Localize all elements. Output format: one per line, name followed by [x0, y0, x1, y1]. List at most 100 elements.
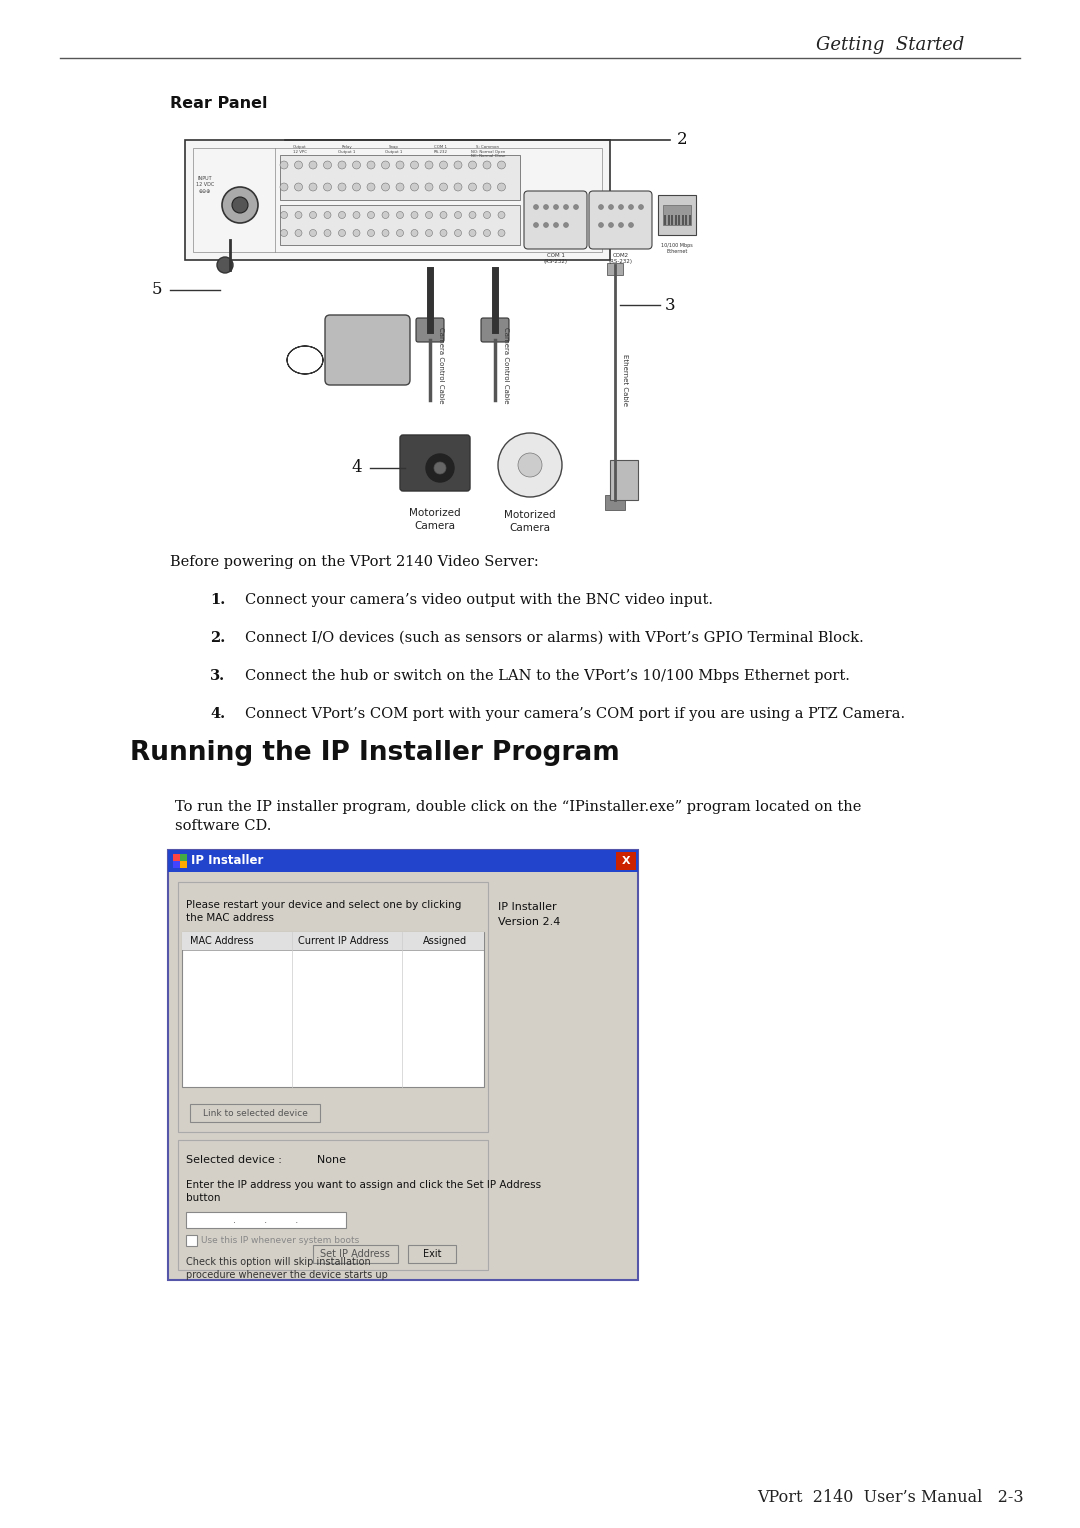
Bar [658, 196, 696, 235]
Text: Connect your camera’s video output with the BNC video input.: Connect your camera’s video output with … [245, 593, 713, 607]
Circle shape [518, 452, 542, 477]
Bar [280, 154, 519, 200]
Text: 5: 5 [151, 281, 162, 298]
Text: 3.: 3. [210, 669, 225, 683]
Bar [663, 205, 691, 225]
Circle shape [483, 160, 491, 170]
FancyBboxPatch shape [416, 318, 444, 342]
Bar [607, 263, 623, 275]
Circle shape [281, 211, 287, 219]
Circle shape [455, 229, 461, 237]
Text: 4: 4 [351, 460, 362, 477]
Circle shape [564, 205, 568, 209]
Circle shape [564, 223, 568, 228]
Circle shape [295, 160, 302, 170]
Bar [183, 932, 484, 950]
Bar [605, 495, 625, 510]
FancyBboxPatch shape [400, 435, 470, 490]
Circle shape [454, 183, 462, 191]
Bar [186, 1212, 346, 1229]
Circle shape [543, 223, 549, 228]
Circle shape [310, 211, 316, 219]
Text: COM2
(RS-232): COM2 (RS-232) [608, 254, 633, 264]
Text: Camera Control Cable: Camera Control Cable [438, 327, 444, 403]
Bar [180, 854, 187, 860]
Text: 3: 3 [665, 296, 676, 313]
Circle shape [295, 229, 302, 237]
Text: INPUT
12 VDC
⊕⊖⊕: INPUT 12 VDC ⊕⊖⊕ [195, 176, 214, 194]
Circle shape [281, 229, 287, 237]
Bar [193, 148, 602, 252]
Text: Set IP Address: Set IP Address [320, 1248, 390, 1259]
Circle shape [410, 183, 419, 191]
Text: Enter the IP address you want to assign and click the Set IP Address
button: Enter the IP address you want to assign … [186, 1180, 541, 1203]
Circle shape [367, 160, 375, 170]
Text: Exit: Exit [422, 1248, 442, 1259]
Circle shape [381, 160, 390, 170]
Circle shape [629, 223, 634, 228]
Circle shape [280, 183, 288, 191]
Circle shape [367, 183, 375, 191]
Text: X: X [622, 856, 631, 866]
Text: Snap
Output 1: Snap Output 1 [386, 145, 403, 154]
Circle shape [440, 160, 447, 170]
Text: Connect I/O devices (such as sensors or alarms) with VPort’s GPIO Terminal Block: Connect I/O devices (such as sensors or … [245, 631, 864, 645]
Circle shape [338, 160, 346, 170]
Circle shape [426, 211, 432, 219]
Circle shape [498, 432, 562, 497]
Text: S: Common
NO: Normal Open
NC: Normal Close: S: Common NO: Normal Open NC: Normal Clo… [471, 145, 505, 159]
Circle shape [484, 229, 490, 237]
Text: Output
12 VPC: Output 12 VPC [293, 145, 307, 154]
Text: IP Installer: IP Installer [191, 854, 264, 868]
Bar [313, 1245, 399, 1264]
FancyBboxPatch shape [524, 191, 588, 249]
Text: Use this IP whenever system boots: Use this IP whenever system boots [201, 1236, 360, 1245]
Circle shape [434, 461, 446, 474]
Circle shape [454, 160, 462, 170]
Text: COM 1
(RS-232): COM 1 (RS-232) [543, 254, 567, 264]
Bar [183, 932, 484, 1086]
Text: .         .         .: . . . [233, 1215, 299, 1225]
Text: Before powering on the VPort 2140 Video Server:: Before powering on the VPort 2140 Video … [170, 555, 539, 568]
Text: Running the IP Installer Program: Running the IP Installer Program [130, 740, 620, 766]
Text: 10/100 Mbps
Ethernet: 10/100 Mbps Ethernet [661, 243, 693, 254]
Text: 2.: 2. [210, 631, 226, 645]
Text: 2: 2 [677, 131, 688, 148]
Text: COM 1
RS-232: COM 1 RS-232 [434, 145, 448, 154]
Circle shape [426, 454, 454, 481]
Bar [664, 215, 666, 225]
Text: Current IP Address: Current IP Address [298, 937, 389, 946]
Bar [689, 215, 690, 225]
Bar [168, 850, 638, 1280]
Circle shape [484, 211, 490, 219]
Circle shape [498, 183, 505, 191]
Bar [178, 1140, 488, 1270]
Text: Connect VPort’s COM port with your camera’s COM port if you are using a PTZ Came: Connect VPort’s COM port with your camer… [245, 707, 905, 721]
Text: Getting  Started: Getting Started [815, 37, 964, 53]
Circle shape [324, 211, 330, 219]
Circle shape [396, 211, 404, 219]
Circle shape [410, 160, 419, 170]
Text: Link to selected device: Link to selected device [203, 1108, 308, 1117]
Circle shape [324, 229, 330, 237]
Text: Check this option will skip installation
procedure whenever the device starts up: Check this option will skip installation… [186, 1258, 388, 1280]
Circle shape [455, 211, 461, 219]
Text: MAC Address: MAC Address [190, 937, 254, 946]
Text: 1.: 1. [210, 593, 226, 607]
Bar [190, 1105, 320, 1122]
Text: VPort  2140  User’s Manual   2-3: VPort 2140 User’s Manual 2-3 [757, 1490, 1024, 1507]
Circle shape [309, 183, 318, 191]
Circle shape [353, 229, 360, 237]
Bar [681, 215, 684, 225]
Circle shape [469, 229, 476, 237]
Text: Motorized
Camera: Motorized Camera [504, 510, 556, 533]
Circle shape [598, 223, 604, 228]
Text: To run the IP installer program, double click on the “IPinstaller.exe” program l: To run the IP installer program, double … [175, 801, 862, 833]
Circle shape [426, 229, 432, 237]
Circle shape [396, 183, 404, 191]
Circle shape [440, 183, 447, 191]
Bar [178, 882, 488, 1132]
Circle shape [222, 186, 258, 223]
Bar [186, 1235, 197, 1245]
Circle shape [608, 223, 613, 228]
